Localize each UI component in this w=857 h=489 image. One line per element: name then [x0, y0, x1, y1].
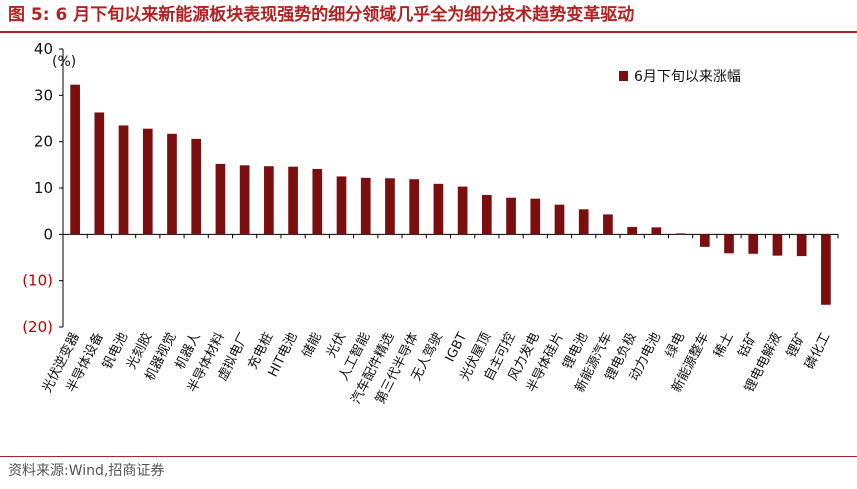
bar-series	[70, 84, 831, 305]
bar	[748, 234, 759, 254]
bar	[457, 186, 468, 235]
bar	[94, 112, 105, 235]
bar	[191, 138, 202, 235]
bar	[360, 177, 371, 235]
bar	[336, 176, 347, 235]
bar	[675, 233, 686, 235]
y-tick-label: 20	[34, 133, 53, 151]
y-tick-label: (10)	[22, 272, 53, 290]
bar	[288, 166, 298, 235]
source-note: 资料来源:Wind,招商证券	[8, 463, 165, 479]
bar	[530, 198, 541, 235]
bar	[506, 197, 516, 235]
bar	[796, 234, 807, 257]
bar	[385, 178, 395, 235]
bar	[239, 165, 250, 235]
bar	[699, 234, 710, 247]
bar	[70, 84, 80, 235]
category-label: 储能	[300, 330, 325, 360]
bar	[554, 204, 565, 235]
bar	[264, 166, 274, 235]
legend-swatch	[619, 71, 628, 81]
y-tick-label: 40	[34, 40, 53, 58]
bar	[772, 234, 783, 256]
bar	[481, 194, 492, 235]
y-axis-unit-label: (%)	[52, 54, 76, 70]
category-label: 锂矿	[784, 330, 809, 360]
category-label: 光伏	[324, 330, 349, 360]
bar	[167, 133, 177, 235]
bar	[142, 128, 153, 235]
bar	[312, 169, 323, 235]
bar	[627, 226, 637, 235]
footer-divider	[0, 456, 857, 457]
bar	[578, 209, 589, 235]
legend: 6月下旬以来涨幅	[619, 69, 741, 85]
bar	[603, 214, 613, 235]
y-tick-label: 30	[34, 86, 53, 104]
y-tick-label: 10	[34, 179, 53, 197]
bar	[409, 179, 420, 235]
legend-label: 6月下旬以来涨幅	[634, 69, 741, 85]
y-tick-label: 0	[43, 225, 53, 243]
y-tick-label: (20)	[22, 318, 53, 336]
bar	[118, 125, 129, 235]
bar	[651, 227, 662, 235]
bar	[724, 234, 734, 254]
category-label: 稀土	[711, 330, 736, 360]
bar	[821, 234, 831, 305]
category-label: 钴矿	[736, 330, 761, 360]
category-label: 绿电	[663, 330, 688, 360]
figure-title: 图 5: 6 月下旬以来新能源板块表现强势的细分领域几乎全为细分技术趋势变革驱动	[8, 5, 635, 25]
title-divider	[0, 31, 857, 33]
bar	[433, 183, 444, 235]
category-labels: 光伏逆变器半导体设备钒电池光刻胶机器视觉机器人半导体材料虚拟电厂充电桩HIT电池…	[39, 330, 834, 407]
bar	[215, 163, 226, 235]
